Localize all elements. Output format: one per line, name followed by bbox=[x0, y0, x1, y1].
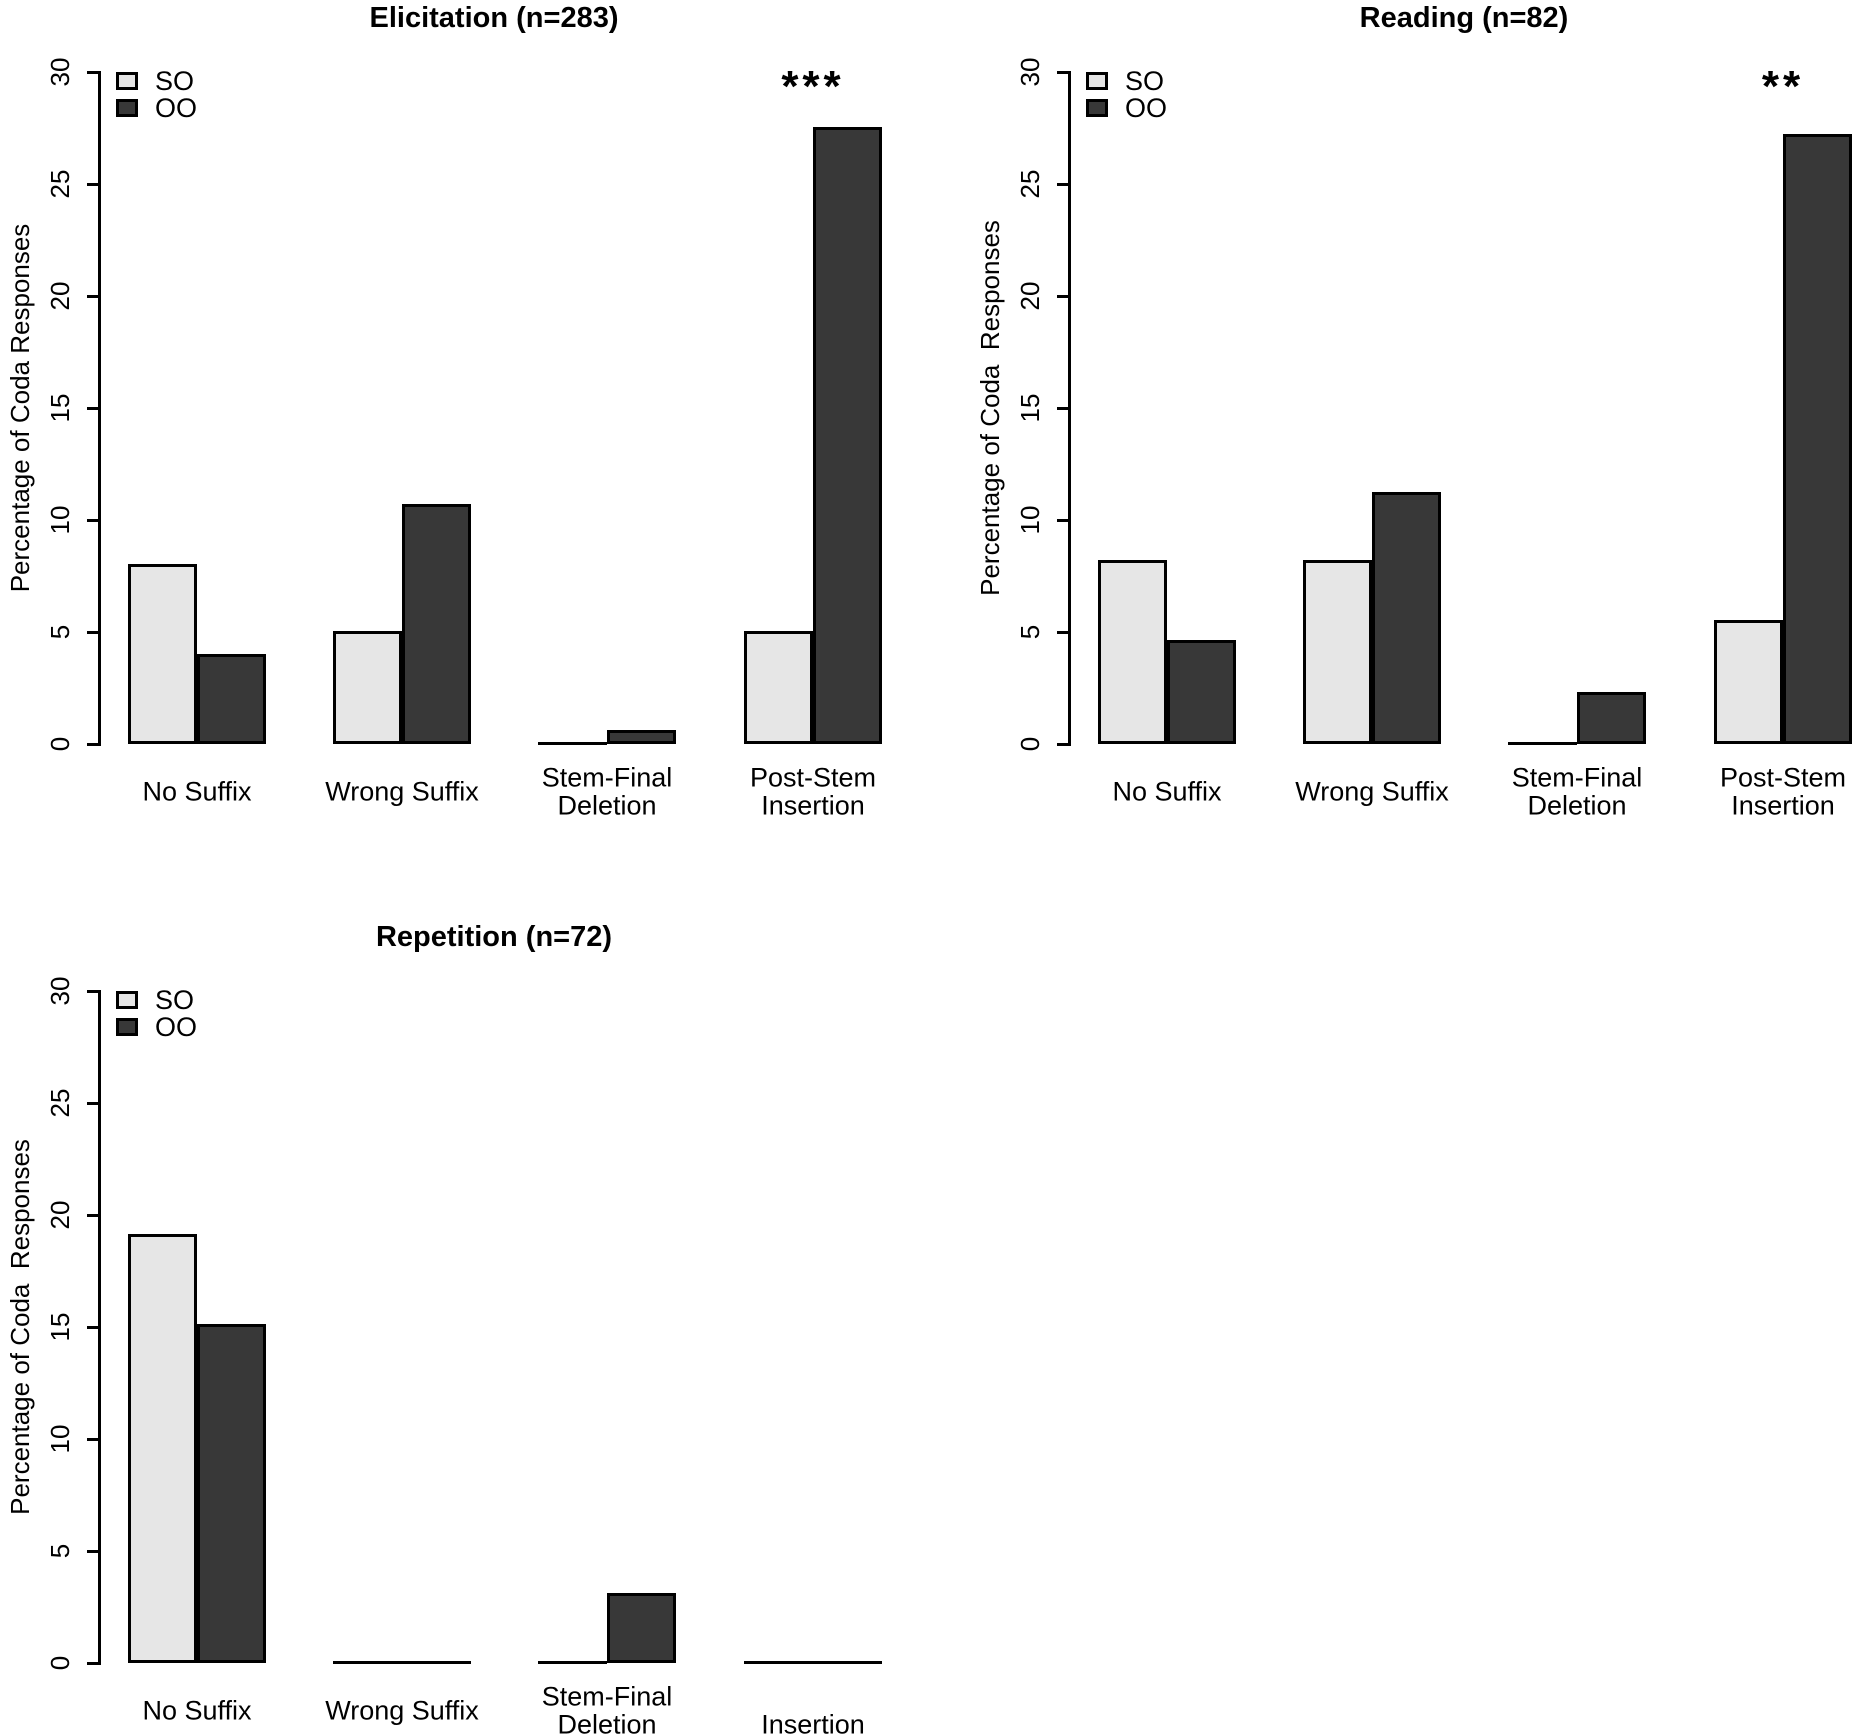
x-axis-label: Stem-Final bbox=[541, 1681, 673, 1712]
x-axis-label: Insertion bbox=[761, 790, 865, 821]
x-axis-label: Deletion bbox=[1527, 790, 1627, 821]
bar-oo-stem-final-deletion bbox=[1577, 692, 1646, 744]
x-axis-label: Wrong Suffix bbox=[1295, 776, 1449, 807]
legend-swatch-so bbox=[1086, 72, 1108, 90]
x-axis-label: Post-Stem bbox=[1719, 762, 1847, 793]
y-axis-tick bbox=[87, 1662, 99, 1665]
chart-title-reading: Reading (n=82) bbox=[1359, 2, 1569, 34]
y-axis-tick bbox=[87, 1550, 99, 1553]
y-axis-tick bbox=[87, 519, 99, 522]
x-axis-label: Deletion bbox=[557, 1709, 657, 1736]
y-axis-tick bbox=[87, 295, 99, 298]
bar-so-post-stem-insertion bbox=[744, 631, 813, 744]
y-axis-tick bbox=[87, 1102, 99, 1105]
bar-so-wrong-suffix bbox=[333, 1661, 402, 1664]
y-axis-tick bbox=[87, 743, 99, 746]
bar-so-wrong-suffix bbox=[333, 631, 402, 744]
x-axis-label: No Suffix bbox=[142, 1695, 252, 1726]
bar-oo-wrong-suffix bbox=[402, 504, 471, 744]
bar-so-post-stem-insertion bbox=[1714, 620, 1783, 744]
legend-swatch-oo bbox=[116, 1018, 138, 1036]
x-axis-label: Wrong Suffix bbox=[325, 1695, 479, 1726]
y-axis-tick bbox=[1057, 519, 1069, 522]
legend-swatch-oo bbox=[116, 99, 138, 117]
x-axis-label: Insertion bbox=[1731, 790, 1835, 821]
bar-oo-post-stem-insertion bbox=[1783, 134, 1852, 744]
chart-title-repetition: Repetition (n=72) bbox=[375, 921, 613, 953]
y-axis-tick bbox=[87, 183, 99, 186]
y-axis-tick bbox=[1057, 407, 1069, 410]
x-axis-label: Post-Stem bbox=[749, 762, 877, 793]
bar-oo-no-suffix bbox=[197, 654, 266, 744]
y-axis-tick bbox=[87, 631, 99, 634]
legend-label-oo: OO bbox=[155, 1012, 198, 1042]
x-axis-label: Wrong Suffix bbox=[325, 776, 479, 807]
legend-label-so: SO bbox=[155, 66, 195, 96]
bar-oo-insertion bbox=[813, 1661, 882, 1664]
y-axis-tick bbox=[1057, 631, 1069, 634]
legend-swatch-oo bbox=[1086, 99, 1108, 117]
y-axis-tick bbox=[87, 407, 99, 410]
significance-marker: *** bbox=[781, 62, 845, 111]
x-axis-label: No Suffix bbox=[1112, 776, 1222, 807]
bar-oo-stem-final-deletion bbox=[607, 730, 676, 744]
y-axis-tick bbox=[87, 71, 99, 74]
legend-label-so: SO bbox=[155, 985, 195, 1015]
legend-swatch-so bbox=[116, 72, 138, 90]
y-axis-line bbox=[98, 71, 101, 746]
bar-so-stem-final-deletion bbox=[538, 1661, 607, 1664]
y-axis-tick bbox=[87, 990, 99, 993]
legend-label-oo: OO bbox=[155, 93, 198, 123]
x-axis-label: Insertion bbox=[761, 1709, 865, 1736]
bar-oo-wrong-suffix bbox=[402, 1661, 471, 1664]
x-axis-label: Stem-Final bbox=[541, 762, 673, 793]
legend-swatch-so bbox=[116, 991, 138, 1009]
x-axis-label: Stem-Final bbox=[1511, 762, 1643, 793]
bar-so-insertion bbox=[744, 1661, 813, 1664]
y-axis-line bbox=[98, 990, 101, 1665]
bar-oo-post-stem-insertion bbox=[813, 127, 882, 744]
bar-so-no-suffix bbox=[128, 564, 197, 744]
bar-so-no-suffix bbox=[128, 1234, 197, 1663]
bar-so-stem-final-deletion bbox=[538, 742, 607, 745]
chart-title-elicitation: Elicitation (n=283) bbox=[369, 2, 619, 34]
significance-marker: ** bbox=[1761, 62, 1805, 111]
bar-oo-no-suffix bbox=[197, 1324, 266, 1663]
bar-oo-wrong-suffix bbox=[1372, 492, 1441, 744]
x-axis-label: No Suffix bbox=[142, 776, 252, 807]
y-axis-tick bbox=[87, 1214, 99, 1217]
y-axis-tick bbox=[1057, 295, 1069, 298]
legend-label-oo: OO bbox=[1125, 93, 1168, 123]
bar-so-stem-final-deletion bbox=[1508, 742, 1577, 745]
bar-so-no-suffix bbox=[1098, 560, 1167, 744]
y-axis-tick bbox=[1057, 183, 1069, 186]
x-axis-label: Deletion bbox=[557, 790, 657, 821]
bar-so-wrong-suffix bbox=[1303, 560, 1372, 744]
y-axis-tick bbox=[1057, 743, 1069, 746]
bar-oo-stem-final-deletion bbox=[607, 1593, 676, 1663]
y-axis-tick bbox=[1057, 71, 1069, 74]
legend-label-so: SO bbox=[1125, 66, 1165, 96]
y-axis-tick bbox=[87, 1326, 99, 1329]
y-axis-tick bbox=[87, 1438, 99, 1441]
bar-oo-no-suffix bbox=[1167, 640, 1236, 744]
y-axis-line bbox=[1068, 71, 1071, 746]
